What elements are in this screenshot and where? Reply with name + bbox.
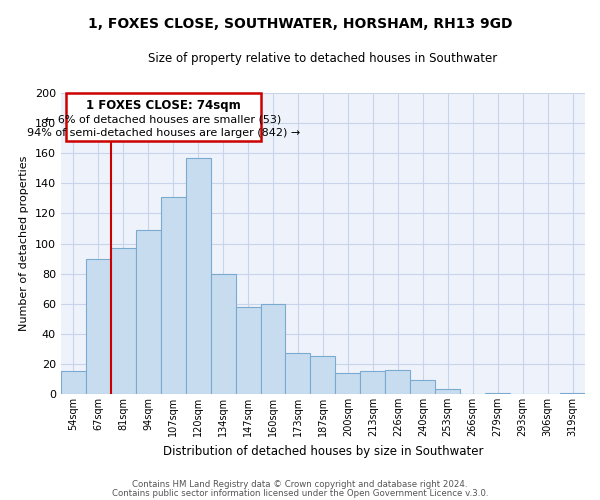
Bar <box>260 304 286 394</box>
Bar <box>161 197 185 394</box>
Bar <box>111 248 136 394</box>
Bar <box>286 354 310 394</box>
Bar <box>385 370 410 394</box>
Bar <box>485 392 510 394</box>
Bar <box>185 158 211 394</box>
Text: Contains public sector information licensed under the Open Government Licence v.: Contains public sector information licen… <box>112 489 488 498</box>
Title: Size of property relative to detached houses in Southwater: Size of property relative to detached ho… <box>148 52 497 66</box>
Bar <box>136 230 161 394</box>
Bar <box>310 356 335 394</box>
Bar <box>86 258 111 394</box>
Bar <box>361 372 385 394</box>
Bar <box>61 372 86 394</box>
Bar <box>211 274 236 394</box>
Bar <box>410 380 435 394</box>
Text: 94% of semi-detached houses are larger (842) →: 94% of semi-detached houses are larger (… <box>26 128 300 138</box>
Text: Contains HM Land Registry data © Crown copyright and database right 2024.: Contains HM Land Registry data © Crown c… <box>132 480 468 489</box>
Text: 1, FOXES CLOSE, SOUTHWATER, HORSHAM, RH13 9GD: 1, FOXES CLOSE, SOUTHWATER, HORSHAM, RH1… <box>88 18 512 32</box>
Bar <box>236 306 260 394</box>
Y-axis label: Number of detached properties: Number of detached properties <box>19 156 29 331</box>
Text: ← 6% of detached houses are smaller (53): ← 6% of detached houses are smaller (53) <box>45 114 281 124</box>
Bar <box>435 390 460 394</box>
X-axis label: Distribution of detached houses by size in Southwater: Distribution of detached houses by size … <box>163 444 483 458</box>
Bar <box>335 373 361 394</box>
FancyBboxPatch shape <box>66 93 260 141</box>
Bar <box>560 392 585 394</box>
Text: 1 FOXES CLOSE: 74sqm: 1 FOXES CLOSE: 74sqm <box>86 99 241 112</box>
